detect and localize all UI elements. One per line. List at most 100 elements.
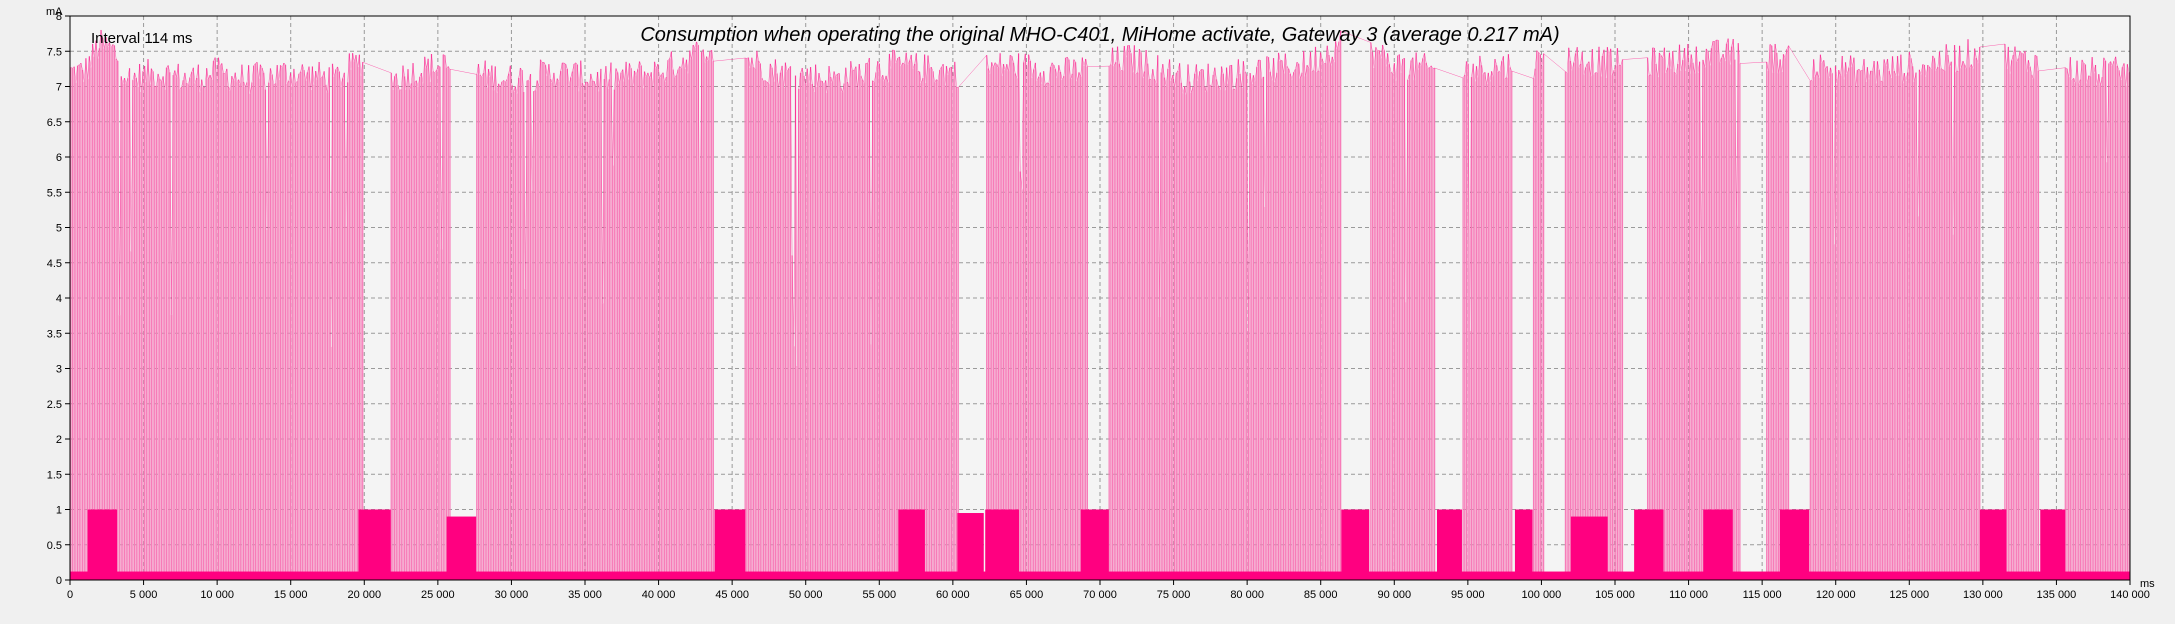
current-spike [1237,59,1239,580]
current-spike [335,69,337,581]
current-spike [1948,66,1951,581]
current-spike [1299,78,1302,581]
current-spike [1388,64,1390,580]
burst-block [1779,509,1810,580]
current-spike [1407,79,1409,581]
current-spike [80,63,82,580]
current-spike [1881,81,1884,580]
current-spike [920,83,922,581]
current-spike [237,79,240,580]
current-spike [863,83,865,581]
current-spike [194,83,196,581]
burst-block [1979,509,2007,580]
current-spike [1657,77,1659,580]
current-spike [878,63,880,580]
current-spike [216,80,218,581]
x-tick-label: 115 000 [1743,589,1782,601]
current-spike [2026,71,2028,581]
current-spike [504,81,506,580]
current-spike [581,83,584,581]
current-spike [348,53,350,580]
current-spike [898,56,901,581]
current-spike [71,68,74,580]
current-spike [638,61,641,581]
current-spike [697,45,699,580]
current-spike [2007,46,2009,581]
current-spike [1938,51,1941,581]
current-spike [123,78,126,580]
current-spike [694,47,696,580]
current-spike [1917,216,1919,580]
current-spike [284,64,287,580]
y-tick-label: 3 [56,364,62,376]
current-spike [1863,59,1865,580]
current-spike [1405,302,1407,580]
x-tick-label: 130 000 [1963,589,2003,601]
current-spike [1953,45,1956,580]
current-spike [528,80,530,580]
current-spike [1474,81,1476,581]
current-spike [670,51,672,581]
current-spike [811,83,813,580]
current-spike [999,53,1001,581]
current-spike [1022,62,1025,580]
current-spike [1541,65,1543,581]
current-spike [326,92,329,580]
current-spike [538,86,540,581]
current-spike [892,49,894,581]
current-spike [1383,50,1385,580]
current-spike [1784,58,1786,581]
current-spike [152,71,154,581]
current-spike [1937,67,1939,580]
current-spike [1734,59,1736,581]
current-spike [1574,53,1577,580]
current-spike [1418,62,1421,580]
current-spike [575,62,577,580]
current-spike [521,70,523,580]
current-spike [263,72,265,581]
current-spike [1665,72,1667,581]
current-spike [533,91,535,580]
current-spike [1291,79,1293,580]
current-spike [1417,69,1419,581]
current-spike [1012,62,1015,580]
current-spike [405,89,407,580]
current-spike [95,40,97,580]
current-spike [180,87,183,580]
spike-layer [70,29,2130,581]
current-spike [1730,46,1733,580]
current-spike [934,82,936,580]
current-spike [202,87,204,580]
current-spike [1769,44,1771,581]
current-spike [1230,65,1233,580]
current-spike [508,73,510,580]
current-spike [710,50,713,581]
current-spike [1537,52,1540,580]
current-spike [1616,48,1619,581]
current-spike [1184,86,1186,580]
current-spike [1714,41,1716,580]
current-spike [627,79,629,580]
y-tick-label: 4.5 [47,258,62,270]
current-spike [427,58,429,581]
current-spike [883,81,886,581]
current-spike [1918,69,1920,581]
current-spike [944,85,946,581]
current-spike [509,65,511,580]
current-spike [1252,75,1255,580]
current-spike [549,79,552,581]
current-spike [872,80,874,581]
current-spike [1496,65,1498,581]
current-spike [1969,67,1971,580]
current-spike [1663,47,1666,580]
current-spike [1922,64,1924,581]
current-spike [219,65,221,580]
current-spike [1687,43,1689,581]
current-spike [409,89,411,580]
current-spike [1652,47,1654,581]
current-spike [680,68,683,580]
current-spike [1935,70,1937,580]
current-spike [175,77,178,580]
current-spike [269,68,272,581]
current-spike [1648,75,1650,581]
